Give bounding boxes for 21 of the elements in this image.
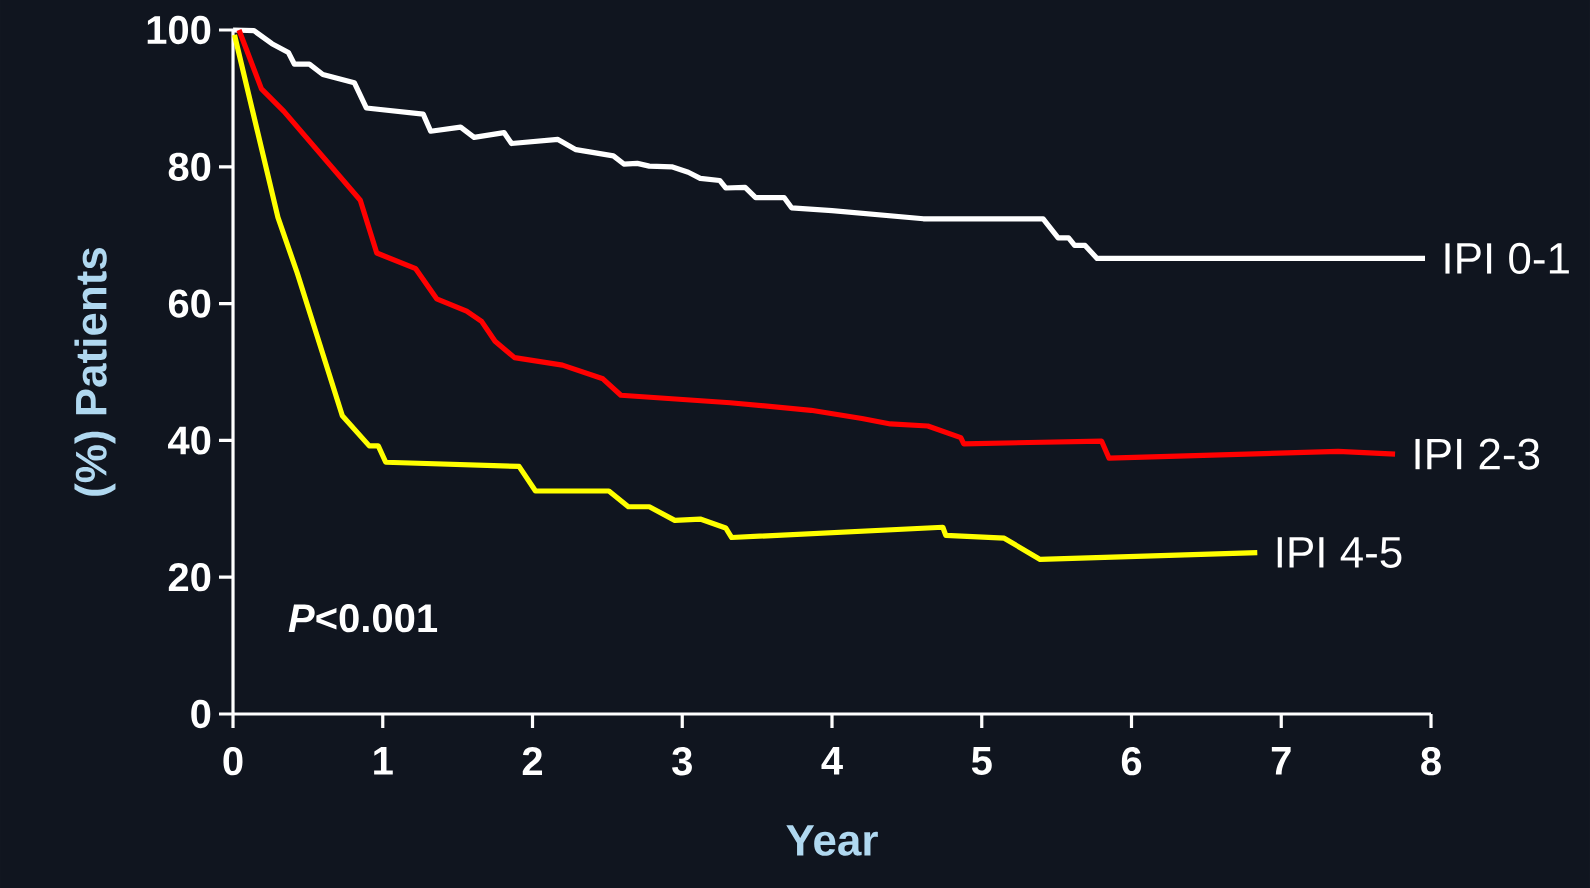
series-label: IPI 2-3: [1415, 438, 1540, 470]
y-tick-label: 40: [168, 426, 211, 455]
x-tick-label: 2: [522, 747, 543, 775]
x-axis-title: Year: [786, 825, 878, 856]
x-tick-label: 0: [223, 747, 243, 776]
x-tick-label: 4: [821, 747, 843, 775]
x-tick-label: 5: [971, 747, 992, 775]
series-label: IPI 0-1: [1445, 242, 1569, 275]
y-tick-label: 0: [191, 699, 211, 729]
y-axis-title: (%) Patients: [74, 247, 116, 496]
x-tick-label: 3: [672, 747, 692, 776]
x-tick-label: 6: [1121, 747, 1142, 776]
y-tick-label: 60: [168, 289, 211, 318]
x-tick-label: 7: [1271, 747, 1291, 775]
x-tick-label: 8: [1421, 747, 1441, 776]
x-tick-label: 1: [374, 747, 393, 775]
y-tick-label: 100: [147, 15, 211, 45]
y-tick-label: 20: [168, 563, 211, 592]
series-label: IPI 4-5: [1277, 537, 1402, 568]
annotation: P<0.001: [288, 604, 438, 633]
y-tick-label: 80: [168, 152, 211, 181]
